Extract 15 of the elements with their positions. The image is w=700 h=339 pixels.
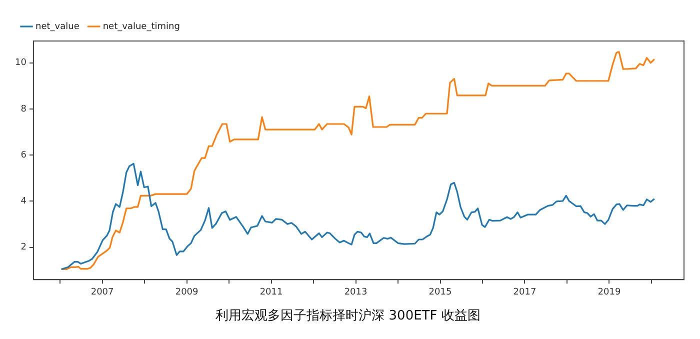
x-tick-label: 2019 <box>598 287 621 298</box>
x-tick-label: 2015 <box>428 287 452 298</box>
legend-label: net_value <box>36 22 80 32</box>
x-tick-label: 2007 <box>90 287 114 298</box>
x-tick-label: 2013 <box>344 287 368 298</box>
x-tick-label: 2009 <box>175 287 199 298</box>
y-tick-label: 6 <box>20 150 27 160</box>
y-tick-label: 8 <box>20 104 27 114</box>
y-tick-label: 10 <box>15 58 27 68</box>
legend-label: net_value_timing <box>102 22 180 32</box>
text: 利用宏观多因子指标择时沪深 300ETF 收益图 <box>216 308 480 324</box>
x-tick-label: 2017 <box>513 287 536 298</box>
y-tick-label: 2 <box>20 242 26 253</box>
x-tick-label: 2011 <box>260 287 283 298</box>
y-tick-label: 4 <box>20 196 27 207</box>
